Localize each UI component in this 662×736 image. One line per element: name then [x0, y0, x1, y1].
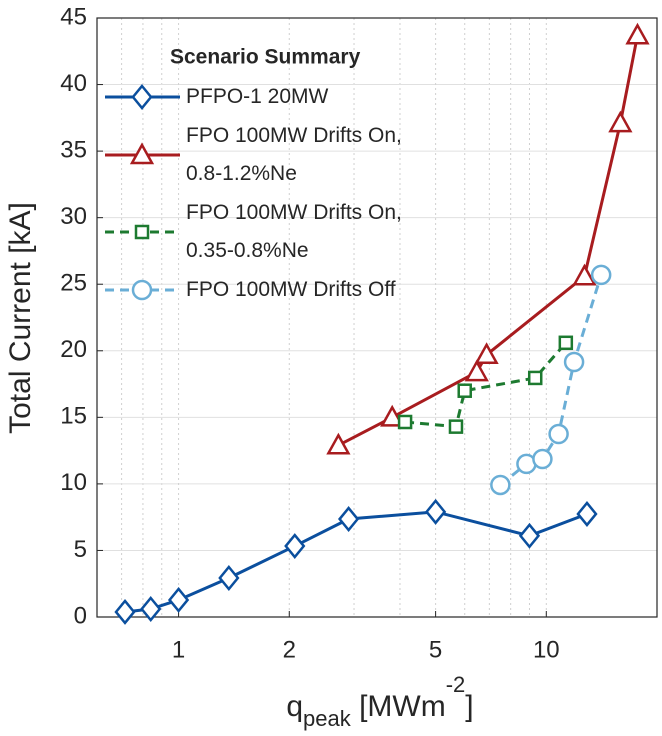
series-line	[499, 274, 603, 487]
marker	[572, 263, 597, 286]
legend-label-line: PFPO-1 20MW	[186, 85, 329, 108]
marker	[563, 351, 585, 373]
legend-marker	[131, 279, 153, 301]
marker	[218, 565, 240, 591]
x-tick-label: 2	[283, 636, 296, 663]
marker	[448, 419, 464, 434]
marker	[326, 432, 351, 455]
x-axis-label-part: peak	[303, 706, 352, 731]
legend-title: Scenario Summary	[170, 46, 361, 69]
x-axis-label-part: [MWm	[351, 690, 446, 723]
y-tick-label: 10	[60, 469, 87, 496]
x-axis-label-part: -2	[446, 672, 466, 697]
marker	[518, 522, 541, 549]
marker	[167, 586, 190, 613]
y-axis-label: Total Current [kA]	[4, 202, 37, 434]
marker	[532, 448, 553, 470]
x-tick-label: 10	[533, 636, 560, 663]
y-tick-label: 35	[60, 136, 87, 163]
series-line	[404, 341, 567, 429]
y-tick-label: 40	[60, 70, 87, 97]
y-tick-label: 0	[74, 602, 87, 629]
legend-label-line: FPO 100MW Drifts On,	[186, 201, 402, 224]
x-tick-label: 5	[429, 636, 442, 663]
x-axis-label-part: ]	[465, 690, 473, 723]
marker	[284, 533, 306, 560]
marker	[576, 500, 598, 527]
legend-label-line: FPO 100MW Drifts On,	[186, 124, 402, 147]
marker	[397, 414, 413, 430]
legend-label-line: 0.35-0.8%Ne	[186, 239, 309, 262]
marker	[625, 22, 650, 45]
marker	[424, 498, 447, 525]
legend-label: PFPO-1 20MW	[186, 85, 329, 108]
legend-label-line: 0.8-1.2%Ne	[186, 162, 297, 185]
legend-marker	[134, 224, 150, 240]
marker	[380, 404, 405, 427]
marker	[590, 264, 612, 286]
marker	[140, 596, 162, 622]
marker	[548, 423, 569, 445]
marker	[337, 506, 360, 533]
marker	[608, 110, 633, 133]
marker	[474, 342, 499, 365]
marker	[527, 370, 543, 386]
marker	[490, 474, 511, 496]
y-tick-label: 15	[60, 403, 87, 430]
y-tick-label: 45	[60, 3, 87, 30]
y-tick-label: 30	[60, 203, 87, 230]
marker	[558, 335, 574, 351]
y-tick-label: 25	[60, 270, 87, 297]
x-axis-label: qpeak [MWm-2]	[286, 672, 473, 731]
legend-marker	[129, 142, 155, 165]
y-tick-label: 5	[74, 536, 87, 563]
x-axis-label-part: q	[286, 690, 303, 723]
legend-label-line: FPO 100MW Drifts Off	[186, 278, 396, 301]
marker	[457, 383, 472, 398]
legend-label: FPO 100MW Drifts Off	[186, 278, 396, 301]
legend-label: FPO 100MW Drifts On, 0.8-1.2%Ne	[186, 124, 402, 185]
y-tick-label: 20	[60, 336, 87, 363]
legend-marker	[131, 84, 153, 110]
marker	[464, 359, 489, 382]
x-tick-label: 1	[172, 636, 185, 663]
plot-frame	[96, 17, 658, 618]
marker	[114, 598, 136, 625]
legend-label: FPO 100MW Drifts On, 0.35-0.8%Ne	[186, 201, 402, 262]
